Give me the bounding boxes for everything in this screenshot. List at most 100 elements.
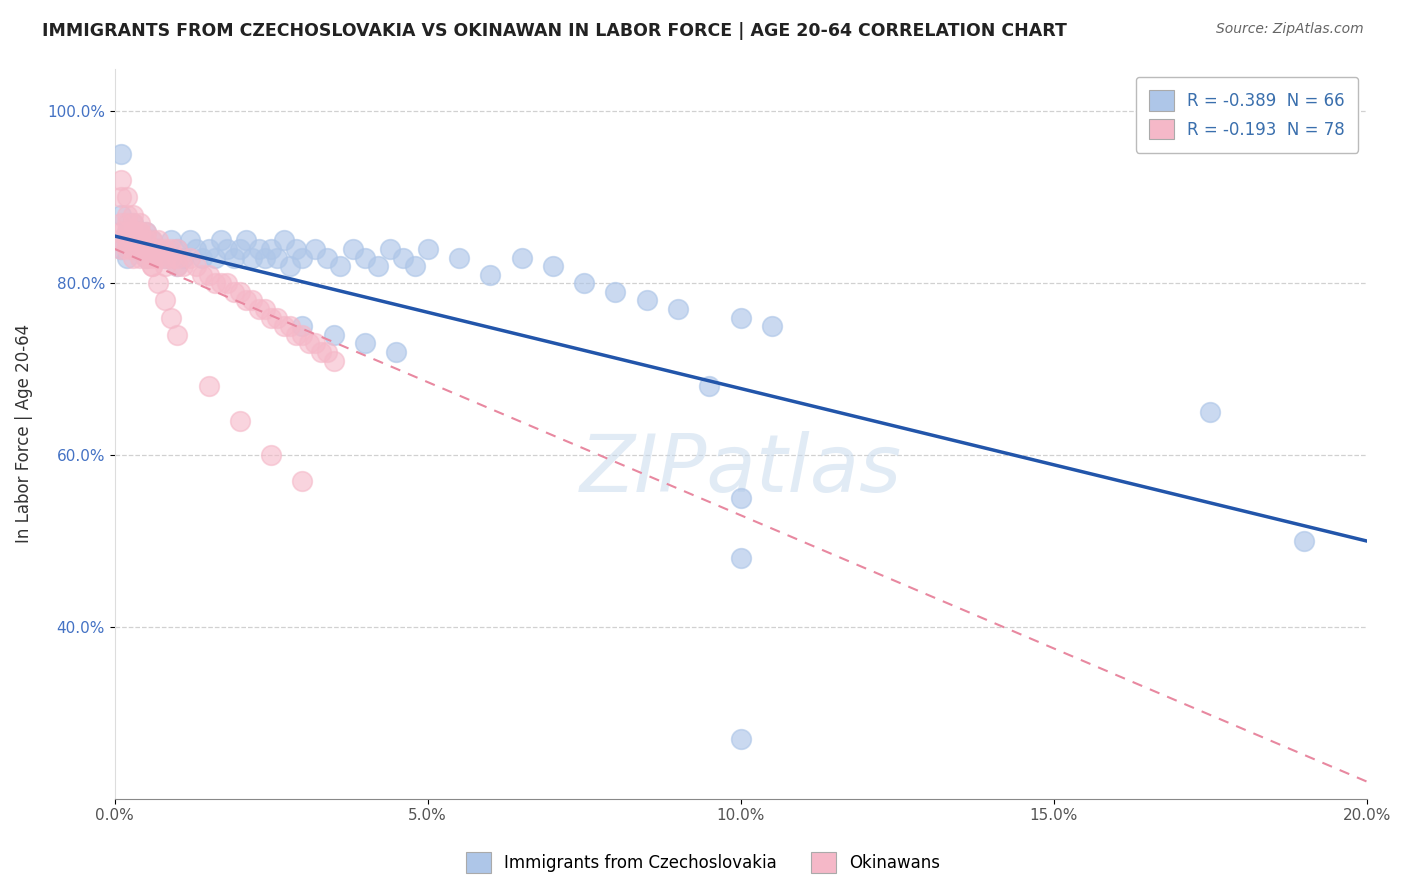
Point: [160, 310, 183, 325]
Point: [128, 225, 150, 239]
Point: [222, 251, 245, 265]
Point: [229, 285, 252, 299]
Text: ZIPatlas: ZIPatlas: [579, 431, 901, 509]
Point: [217, 277, 239, 291]
Point: [115, 208, 138, 222]
Point: [541, 259, 564, 273]
Point: [217, 242, 239, 256]
Point: [122, 208, 145, 222]
Point: [260, 310, 283, 325]
Point: [222, 285, 245, 299]
Point: [122, 251, 145, 265]
Point: [115, 216, 138, 230]
Point: [605, 285, 627, 299]
Point: [128, 242, 150, 256]
Point: [240, 251, 263, 265]
Point: [291, 319, 314, 334]
Point: [110, 173, 132, 187]
Text: IMMIGRANTS FROM CZECHOSLOVAKIA VS OKINAWAN IN LABOR FORCE | AGE 20-64 CORRELATIO: IMMIGRANTS FROM CZECHOSLOVAKIA VS OKINAW…: [42, 22, 1067, 40]
Point: [1199, 405, 1222, 419]
Point: [378, 242, 401, 256]
Point: [253, 301, 276, 316]
Point: [122, 242, 145, 256]
Point: [298, 336, 321, 351]
Point: [291, 327, 314, 342]
Point: [240, 293, 263, 308]
Point: [572, 277, 595, 291]
Point: [172, 259, 194, 273]
Point: [141, 233, 163, 247]
Point: [197, 268, 219, 282]
Point: [342, 242, 364, 256]
Point: [141, 259, 163, 273]
Point: [141, 251, 163, 265]
Point: [115, 251, 138, 265]
Point: [128, 251, 150, 265]
Point: [416, 242, 439, 256]
Point: [128, 225, 150, 239]
Point: [141, 242, 163, 256]
Point: [247, 301, 270, 316]
Point: [166, 259, 188, 273]
Point: [135, 251, 157, 265]
Point: [209, 233, 232, 247]
Point: [322, 353, 344, 368]
Point: [730, 731, 752, 746]
Point: [153, 293, 176, 308]
Legend: R = -0.389  N = 66, R = -0.193  N = 78: R = -0.389 N = 66, R = -0.193 N = 78: [1136, 77, 1358, 153]
Point: [128, 233, 150, 247]
Point: [166, 251, 188, 265]
Point: [115, 190, 138, 204]
Point: [266, 251, 288, 265]
Point: [110, 225, 132, 239]
Point: [666, 301, 689, 316]
Point: [309, 345, 332, 359]
Point: [447, 251, 470, 265]
Point: [266, 310, 288, 325]
Point: [291, 474, 314, 488]
Point: [329, 259, 352, 273]
Point: [247, 242, 270, 256]
Point: [291, 251, 314, 265]
Text: Source: ZipAtlas.com: Source: ZipAtlas.com: [1216, 22, 1364, 37]
Point: [404, 259, 426, 273]
Point: [172, 251, 194, 265]
Point: [304, 336, 326, 351]
Point: [191, 268, 214, 282]
Point: [278, 259, 301, 273]
Point: [122, 225, 145, 239]
Point: [115, 233, 138, 247]
Point: [135, 242, 157, 256]
Point: [354, 251, 377, 265]
Point: [110, 233, 132, 247]
Point: [128, 216, 150, 230]
Point: [322, 327, 344, 342]
Point: [115, 225, 138, 239]
Point: [166, 259, 188, 273]
Point: [148, 277, 170, 291]
Point: [179, 251, 201, 265]
Point: [229, 242, 252, 256]
Point: [273, 233, 295, 247]
Point: [153, 251, 176, 265]
Point: [385, 345, 408, 359]
Point: [184, 259, 207, 273]
Point: [141, 233, 163, 247]
Point: [122, 216, 145, 230]
Point: [191, 251, 214, 265]
Point: [510, 251, 533, 265]
Point: [135, 242, 157, 256]
Point: [166, 327, 188, 342]
Point: [122, 233, 145, 247]
Point: [148, 242, 170, 256]
Point: [148, 233, 170, 247]
Point: [699, 379, 721, 393]
Point: [160, 233, 183, 247]
Point: [141, 259, 163, 273]
Point: [204, 251, 226, 265]
Point: [135, 233, 157, 247]
Point: [235, 233, 257, 247]
Point: [135, 225, 157, 239]
Point: [730, 551, 752, 566]
Point: [285, 242, 308, 256]
